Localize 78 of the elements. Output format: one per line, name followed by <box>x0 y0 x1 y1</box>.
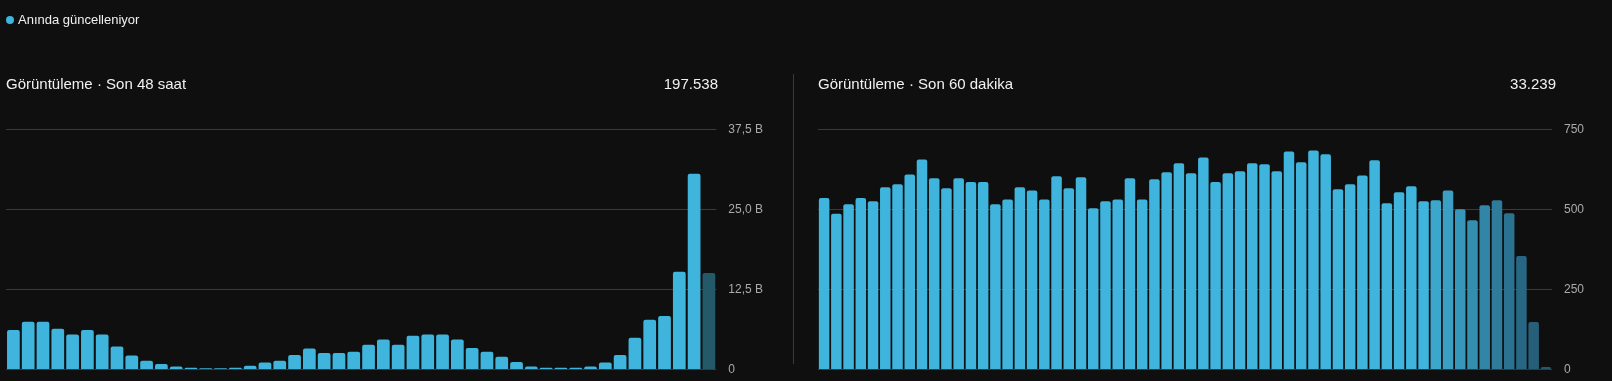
bar <box>1332 189 1344 369</box>
bar <box>1491 200 1503 369</box>
bar <box>7 329 20 369</box>
bar <box>628 337 642 369</box>
bar <box>450 339 464 369</box>
chart-title: Görüntüleme · Son 60 dakika <box>818 75 1014 92</box>
bar <box>465 347 479 369</box>
chart-subtitle: 197.538 <box>663 75 718 92</box>
bar <box>643 319 657 369</box>
bar <box>1344 184 1356 369</box>
bar <box>855 198 867 369</box>
bar <box>702 273 716 369</box>
bar <box>81 329 94 369</box>
bar <box>258 362 272 369</box>
bar <box>1124 178 1136 369</box>
y-tick-label: 250 <box>1564 282 1585 296</box>
bar <box>110 346 124 369</box>
bar <box>1516 256 1527 369</box>
bar <box>273 360 287 369</box>
bar <box>1185 173 1197 369</box>
bar <box>867 201 879 369</box>
bar <box>1173 163 1185 369</box>
bar <box>510 361 523 369</box>
bar <box>95 334 109 369</box>
bar <box>1283 151 1295 369</box>
bar <box>1222 173 1234 369</box>
bar <box>1063 188 1075 369</box>
text: Anında güncelleniyor <box>18 12 140 27</box>
bar <box>658 315 671 369</box>
bar <box>916 159 928 369</box>
bar <box>818 198 830 369</box>
bar <box>928 178 940 369</box>
bar <box>613 354 627 369</box>
bar <box>1442 190 1454 369</box>
bar <box>965 182 977 369</box>
bar <box>21 321 35 369</box>
bar <box>66 334 79 369</box>
bar <box>421 334 435 369</box>
bar <box>125 355 139 369</box>
bar <box>1295 162 1307 369</box>
bar <box>376 339 390 369</box>
bar <box>672 271 686 369</box>
bar <box>977 182 989 369</box>
bar <box>332 353 346 369</box>
bar <box>436 334 449 369</box>
bar <box>51 328 65 369</box>
bar <box>1136 199 1148 369</box>
bar <box>406 335 420 369</box>
bar <box>1014 187 1026 369</box>
bar <box>362 344 375 369</box>
bar <box>347 351 361 369</box>
chart-subtitle: 33.239 <box>1510 75 1556 92</box>
bar <box>1430 200 1442 369</box>
y-tick-label: 0 <box>1564 362 1571 376</box>
y-tick-label: 12,5 B <box>728 282 764 296</box>
bar <box>495 356 509 369</box>
y-tick-label: 25,0 B <box>728 202 764 216</box>
bar <box>687 173 701 369</box>
bar <box>140 360 153 369</box>
bar <box>1503 213 1515 369</box>
bar <box>1381 203 1393 369</box>
bar <box>1528 321 1539 369</box>
y-tick-label: 750 <box>1564 122 1585 136</box>
bar <box>1393 192 1405 369</box>
bar <box>288 354 301 369</box>
bar <box>1026 190 1038 369</box>
bar <box>36 321 50 369</box>
y-tick-label: 500 <box>1564 202 1585 216</box>
bar <box>391 344 405 369</box>
bar <box>598 362 612 369</box>
y-tick-label: 37,5 B <box>728 122 764 136</box>
chart-title: Görüntüleme · Son 48 saat <box>6 75 187 92</box>
bar <box>303 348 316 369</box>
bar <box>1234 171 1246 369</box>
bar <box>1075 177 1087 369</box>
y-tick-label: 0 <box>728 362 736 376</box>
bar <box>317 353 331 369</box>
bar <box>480 351 494 369</box>
